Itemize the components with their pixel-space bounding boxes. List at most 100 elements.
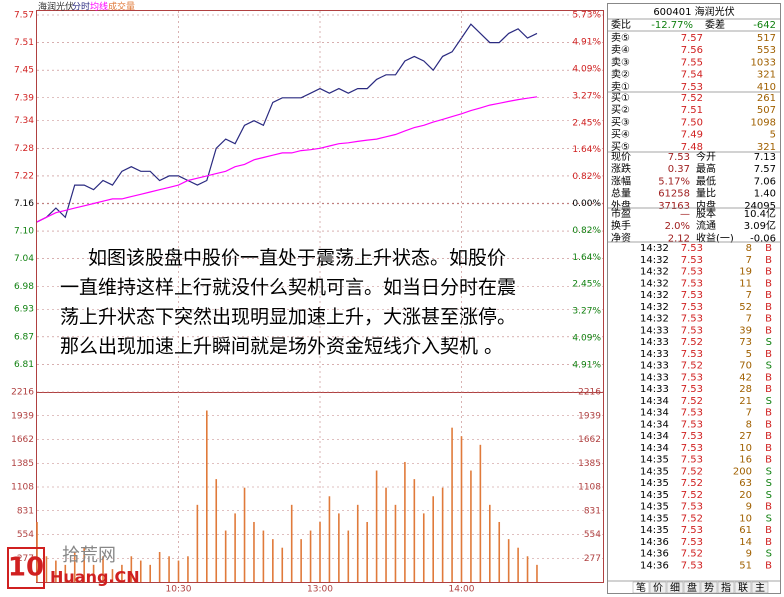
trade-side: S (766, 490, 772, 501)
trade-volume: 5 (746, 349, 752, 360)
trade-price: 7.53 (681, 243, 703, 254)
volume-bar (55, 560, 57, 582)
book-volume: 1098 (751, 117, 776, 128)
tab[interactable] (717, 581, 735, 594)
value: -12.77% (651, 20, 693, 31)
tab[interactable] (700, 581, 718, 594)
tab-label: 细 (670, 581, 680, 594)
trade-time: 14:33 (640, 337, 669, 348)
y2-tick-label: 1939 (578, 411, 601, 421)
book-price: 7.51 (681, 105, 703, 116)
volume-bar (64, 564, 67, 582)
volume-bar (328, 496, 331, 582)
price-line (36, 96, 538, 223)
book-label: 买② (611, 104, 630, 116)
label: 委差 (705, 18, 725, 31)
book-volume: 5 (770, 130, 776, 141)
trade-volume: 200 (733, 466, 752, 477)
trade-side: B (765, 325, 772, 336)
volume-bar (83, 547, 85, 582)
tab[interactable] (751, 581, 769, 594)
y2-tick-label: 1385 (578, 459, 601, 469)
stat-label: 总量 (611, 187, 631, 200)
y2-tick-label: 1.64% (572, 253, 601, 263)
y2-tick-label: 1.64% (572, 145, 601, 155)
trade-time: 14:33 (640, 384, 669, 395)
volume-bar (375, 470, 378, 582)
volume-bar (253, 521, 255, 582)
book-label: 买④ (611, 129, 630, 141)
volume-bar (536, 564, 538, 582)
book-volume: 517 (757, 33, 776, 44)
volume-bar (470, 470, 472, 582)
trade-time: 14:34 (640, 443, 669, 454)
tab[interactable] (683, 581, 701, 594)
book-label: 买③ (611, 116, 630, 128)
info-value: 2.12 (668, 233, 690, 244)
y2-tick-label: 4.91% (572, 37, 601, 47)
chart-frame (36, 10, 604, 583)
info-label: 股本 (696, 207, 716, 220)
book-volume: 410 (757, 82, 776, 93)
trade-volume: 21 (739, 396, 752, 407)
y2-tick-label: 0.00% (572, 199, 601, 209)
info-value: — (680, 209, 690, 220)
book-price: 7.50 (681, 117, 703, 128)
tab-label: 笔 (636, 581, 646, 594)
book-label: 卖⑤ (611, 32, 630, 44)
volume-bar (479, 444, 482, 582)
y-tick-label: 6.87 (14, 332, 34, 342)
tab-label: 联 (738, 582, 748, 594)
volume-bar (319, 521, 321, 582)
trade-time: 14:33 (640, 361, 669, 372)
stat-value: 24095 (744, 201, 776, 212)
trade-volume: 10 (739, 443, 752, 454)
trade-price: 7.53 (681, 408, 703, 419)
volume-bar (290, 504, 293, 582)
tab[interactable] (632, 581, 650, 594)
book-price: 7.49 (681, 130, 703, 141)
y2-tick-label: 4.09% (572, 64, 601, 74)
trade-side: B (765, 255, 772, 266)
y2-tick-label: 831 (584, 506, 601, 516)
trade-volume: 73 (739, 337, 752, 348)
volume-bar (281, 547, 284, 582)
tab-label: 主 (755, 582, 765, 594)
tab[interactable] (734, 581, 752, 594)
volume-bar (460, 436, 463, 582)
trade-time: 14:35 (640, 478, 669, 489)
trade-time: 14:35 (640, 513, 669, 524)
trade-time: 14:33 (640, 325, 669, 336)
trade-side: B (765, 443, 772, 454)
tab[interactable] (666, 581, 684, 594)
trade-price: 7.53 (681, 267, 703, 278)
trade-volume: 7 (746, 314, 752, 325)
info-label: 净资 (611, 231, 631, 244)
volume-bar (149, 564, 151, 582)
trade-time: 14:32 (640, 255, 669, 266)
volume-bar (498, 521, 501, 582)
y2-tick-label: 2.45% (572, 280, 601, 290)
info-value: 2.0% (665, 221, 690, 232)
y-tick-label: 1662 (11, 435, 34, 445)
trade-price: 7.53 (681, 255, 703, 266)
volume-bar (441, 487, 444, 582)
y2-tick-label: 554 (584, 530, 601, 540)
trade-time: 14:32 (640, 290, 669, 301)
trade-side: B (765, 560, 772, 571)
trade-price: 7.53 (681, 443, 703, 454)
volume-bar (224, 530, 227, 582)
trade-volume: 27 (739, 431, 752, 442)
trade-side: B (765, 267, 772, 278)
trade-volume: 52 (739, 302, 752, 313)
trade-side: B (765, 278, 772, 289)
tab[interactable] (649, 581, 667, 594)
site-name: 拾荒网 (62, 545, 116, 566)
trade-volume: 9 (746, 502, 752, 513)
trade-time: 14:32 (640, 267, 669, 278)
trade-side: B (765, 314, 772, 325)
volume-bar (45, 556, 48, 582)
trade-volume: 14 (739, 537, 752, 548)
book-price: 7.48 (681, 142, 703, 153)
